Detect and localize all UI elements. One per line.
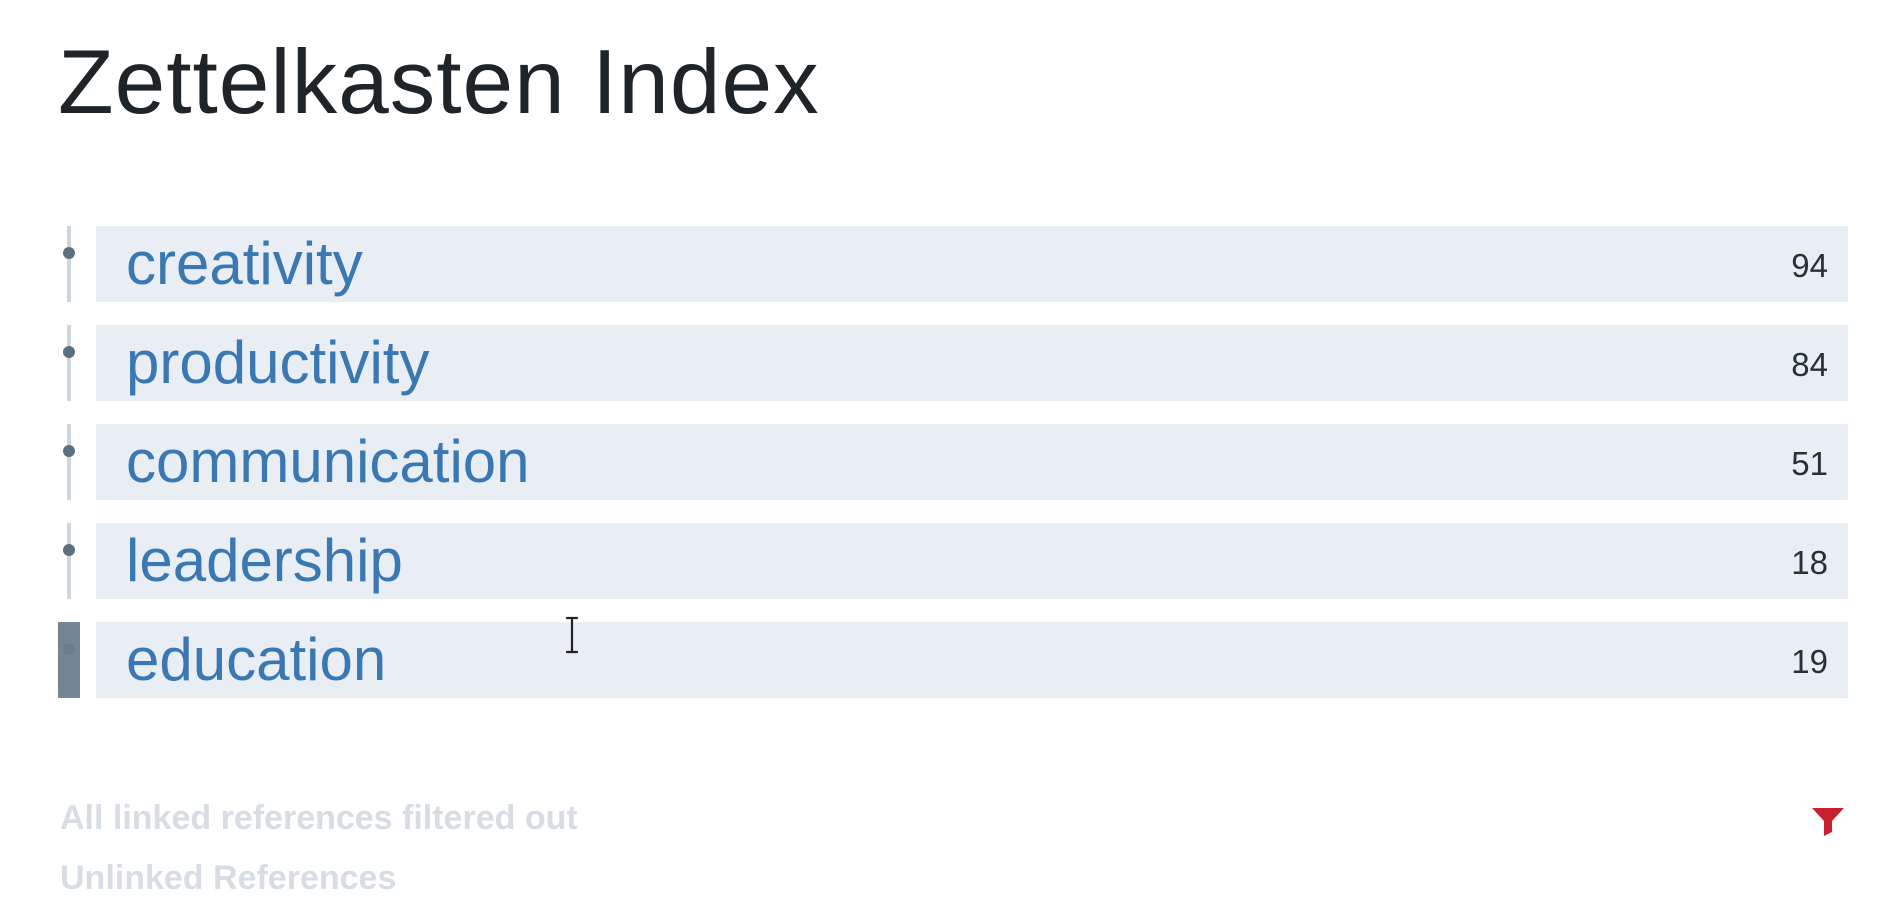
list-item: communication 51 xyxy=(58,424,1848,500)
tag-block[interactable]: leadership 18 xyxy=(96,523,1848,599)
list-item: productivity 84 xyxy=(58,325,1848,401)
reference-count: 19 xyxy=(1791,643,1828,680)
unlinked-references-toggle[interactable]: Unlinked References xyxy=(60,859,397,897)
bullet-icon[interactable] xyxy=(63,445,75,457)
bullet-handle-active[interactable] xyxy=(58,622,80,698)
block-indent-line xyxy=(67,325,71,401)
bullet-icon[interactable] xyxy=(63,346,75,358)
bullet-handle[interactable] xyxy=(58,424,80,500)
bullet-handle[interactable] xyxy=(58,226,80,302)
list-item: leadership 18 xyxy=(58,523,1848,599)
list-item: education 19 xyxy=(58,622,1848,698)
tag-block[interactable]: productivity 84 xyxy=(96,325,1848,401)
reference-count: 94 xyxy=(1791,247,1828,284)
tag-link-leadership[interactable]: leadership xyxy=(126,527,403,594)
tag-link-creativity[interactable]: creativity xyxy=(126,230,363,297)
block-indent-line xyxy=(67,424,71,500)
tag-link-education[interactable]: education xyxy=(126,626,387,693)
tag-reference-list: creativity 94 productivity 84 communicat… xyxy=(58,226,1848,721)
bullet-handle[interactable] xyxy=(58,325,80,401)
tag-link-communication[interactable]: communication xyxy=(126,428,530,495)
list-item: creativity 94 xyxy=(58,226,1848,302)
page-title[interactable]: Zettelkasten Index xyxy=(58,32,820,133)
reference-count: 18 xyxy=(1791,544,1828,581)
bullet-icon[interactable] xyxy=(63,247,75,259)
block-indent-line xyxy=(67,523,71,599)
block-indent-line xyxy=(67,226,71,302)
reference-count: 51 xyxy=(1791,445,1828,482)
linked-references-status: All linked references filtered out xyxy=(60,799,578,837)
tag-link-productivity[interactable]: productivity xyxy=(126,329,430,396)
reference-count: 84 xyxy=(1791,346,1828,383)
tag-block[interactable]: education 19 xyxy=(96,622,1848,698)
text-cursor-icon xyxy=(565,616,579,654)
tag-block[interactable]: communication 51 xyxy=(96,424,1848,500)
tag-block[interactable]: creativity 94 xyxy=(96,226,1848,302)
bullet-icon[interactable] xyxy=(63,643,75,655)
bullet-handle[interactable] xyxy=(58,523,80,599)
filter-icon[interactable] xyxy=(1810,802,1846,838)
bullet-icon[interactable] xyxy=(63,544,75,556)
